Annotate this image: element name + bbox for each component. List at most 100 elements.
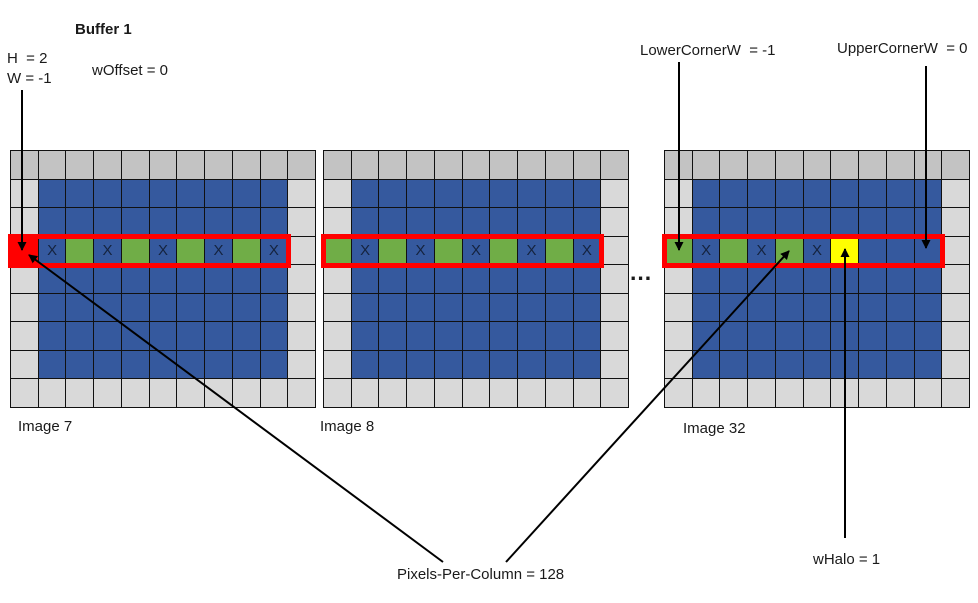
grid-cell bbox=[121, 350, 149, 379]
grid-cell bbox=[601, 179, 628, 208]
image-32-label: Image 32 bbox=[683, 420, 746, 437]
grid-cell bbox=[38, 293, 66, 322]
grid-cell bbox=[260, 151, 288, 179]
grid-cell bbox=[573, 265, 601, 293]
grid-cell bbox=[665, 179, 692, 208]
grid-cell bbox=[859, 379, 886, 407]
grid-cell bbox=[434, 350, 462, 379]
grid-cell bbox=[775, 179, 803, 208]
grid-cell bbox=[775, 265, 803, 293]
grid-cell bbox=[121, 151, 149, 179]
grid-cell bbox=[351, 350, 379, 379]
grid-cell bbox=[886, 208, 914, 236]
grid-cell bbox=[942, 151, 969, 179]
grid-cell-x: X bbox=[573, 236, 601, 265]
grid-cell bbox=[11, 236, 38, 265]
grid-cell bbox=[351, 179, 379, 208]
grid-cell bbox=[205, 208, 232, 236]
grid-cell bbox=[94, 151, 121, 179]
grid-cell bbox=[859, 151, 886, 179]
grid-cell bbox=[351, 379, 379, 407]
grid-cell bbox=[886, 236, 914, 265]
grid-cell bbox=[94, 379, 121, 407]
grid-cell bbox=[288, 151, 315, 179]
grid-cell bbox=[379, 236, 407, 265]
grid-cell bbox=[720, 208, 748, 236]
grid-cell bbox=[942, 379, 969, 407]
grid-cell bbox=[490, 179, 518, 208]
grid-cell bbox=[831, 322, 859, 350]
grid-cell bbox=[407, 322, 434, 350]
grid-cell bbox=[886, 265, 914, 293]
grid-cell bbox=[692, 350, 720, 379]
grid-cell bbox=[720, 236, 748, 265]
grid-cell bbox=[665, 322, 692, 350]
grid-cell bbox=[490, 208, 518, 236]
grid-cell bbox=[601, 322, 628, 350]
grid-cell bbox=[545, 236, 573, 265]
grid-cell bbox=[434, 208, 462, 236]
grid-cell bbox=[518, 179, 545, 208]
grid-cell bbox=[545, 265, 573, 293]
grid-cell bbox=[11, 179, 38, 208]
grid-cell bbox=[914, 379, 942, 407]
grid-cell bbox=[434, 179, 462, 208]
grid-cell bbox=[177, 179, 205, 208]
grid-cell bbox=[11, 350, 38, 379]
grid-cell bbox=[288, 265, 315, 293]
grid-cell bbox=[665, 208, 692, 236]
grid-cell bbox=[775, 151, 803, 179]
grid-cell bbox=[748, 151, 775, 179]
grid-cell bbox=[490, 236, 518, 265]
grid-cell bbox=[831, 236, 859, 265]
grid-cell bbox=[66, 236, 94, 265]
grid-cell bbox=[38, 179, 66, 208]
grid-cell bbox=[324, 151, 351, 179]
grid-cell bbox=[205, 179, 232, 208]
grid-cell bbox=[573, 208, 601, 236]
grid-cell bbox=[434, 151, 462, 179]
grid-cell bbox=[462, 151, 490, 179]
grid-cell bbox=[94, 179, 121, 208]
grid-cell bbox=[462, 265, 490, 293]
grid-cell bbox=[121, 236, 149, 265]
grid-cell bbox=[379, 265, 407, 293]
grid-cell bbox=[66, 322, 94, 350]
upper-corner-label: UpperCornerW = 0 bbox=[837, 40, 968, 57]
grid-cell bbox=[94, 322, 121, 350]
grid-cell bbox=[518, 293, 545, 322]
grid-cell bbox=[324, 350, 351, 379]
grid-cell bbox=[66, 151, 94, 179]
grid-cell bbox=[518, 265, 545, 293]
grid-cell bbox=[232, 236, 260, 265]
grid-cell bbox=[462, 208, 490, 236]
grid-cell bbox=[288, 350, 315, 379]
grid-cell bbox=[914, 293, 942, 322]
grid-cell bbox=[601, 265, 628, 293]
grid-cell bbox=[518, 322, 545, 350]
grid-cell bbox=[379, 379, 407, 407]
grid-cell bbox=[886, 322, 914, 350]
grid-cell-x: X bbox=[351, 236, 379, 265]
grid-cell bbox=[665, 236, 692, 265]
grid-cell bbox=[803, 350, 831, 379]
grid-cell bbox=[351, 293, 379, 322]
grid-cell bbox=[859, 322, 886, 350]
grid-cell bbox=[66, 293, 94, 322]
grid-cell bbox=[232, 379, 260, 407]
grid-cell bbox=[748, 179, 775, 208]
grid-cell bbox=[490, 265, 518, 293]
grid-cell bbox=[434, 293, 462, 322]
grid-cell bbox=[601, 236, 628, 265]
grid-cell bbox=[720, 322, 748, 350]
grid-cell-x: X bbox=[803, 236, 831, 265]
grid-cell bbox=[121, 379, 149, 407]
grid-cell bbox=[38, 322, 66, 350]
grid-cell bbox=[803, 379, 831, 407]
grid-cell bbox=[407, 151, 434, 179]
grid-cell bbox=[260, 350, 288, 379]
grid-cell bbox=[205, 322, 232, 350]
grid-cell bbox=[914, 236, 942, 265]
